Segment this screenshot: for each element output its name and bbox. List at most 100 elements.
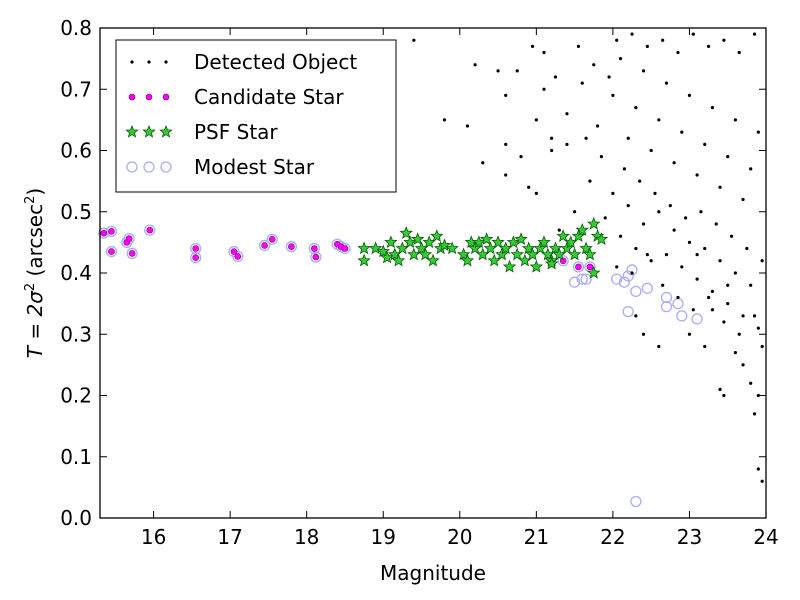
data-point <box>266 233 278 245</box>
data-point <box>357 253 371 267</box>
data-point <box>752 412 757 416</box>
data-point <box>657 118 661 122</box>
legend-marker <box>142 124 156 138</box>
legend-label: Modest Star <box>194 155 315 179</box>
data-point <box>550 148 554 153</box>
data-point <box>615 265 619 269</box>
data-point <box>504 142 508 146</box>
data-point <box>599 155 604 159</box>
data-point <box>125 235 133 242</box>
data-point <box>680 265 684 269</box>
data-point <box>556 229 570 242</box>
data-point <box>756 326 760 330</box>
data-point <box>568 276 581 288</box>
data-point <box>391 253 406 267</box>
data-point <box>515 69 519 73</box>
data-point <box>718 259 722 263</box>
data-point <box>618 57 623 61</box>
data-point <box>649 148 653 153</box>
data-point <box>710 106 715 110</box>
data-point <box>472 235 486 249</box>
data-point <box>726 283 730 287</box>
y-axis-title-sup2: 2 <box>23 196 38 204</box>
data-point <box>311 245 318 252</box>
x-tick-label: 24 <box>753 525 778 549</box>
data-point <box>760 344 764 349</box>
data-point <box>504 93 508 97</box>
series-psf-star <box>357 216 609 279</box>
data-point <box>426 253 440 267</box>
data-point <box>741 314 745 318</box>
data-point <box>741 363 745 367</box>
legend-marker <box>160 161 172 173</box>
data-point <box>630 271 634 275</box>
data-point <box>468 241 482 255</box>
data-point <box>587 216 601 230</box>
data-point <box>737 50 741 55</box>
data-point <box>638 179 642 183</box>
data-point <box>190 252 202 264</box>
legend-marker <box>159 124 173 138</box>
data-point <box>312 253 320 261</box>
y-tick-label: 0.6 <box>60 139 92 163</box>
data-point <box>749 167 753 171</box>
data-point <box>144 224 156 236</box>
data-point <box>752 32 757 36</box>
data-point <box>557 228 561 232</box>
data-point <box>575 223 590 236</box>
legend-marker <box>164 60 168 64</box>
data-point <box>514 232 528 246</box>
data-point <box>258 239 271 252</box>
y-axis-title: T = 2σ2 (arcsec2) <box>23 188 47 358</box>
data-point <box>741 197 745 202</box>
y-tick-label: 0.0 <box>60 506 92 530</box>
data-point <box>576 273 588 285</box>
data-point <box>722 38 726 42</box>
x-axis: 16 17 18 19 20 21 22 23 24 <box>141 28 779 549</box>
data-point <box>583 247 597 261</box>
plot-area <box>98 32 764 508</box>
legend-label: PSF Star <box>194 120 278 144</box>
data-point <box>745 246 749 251</box>
data-point <box>418 247 433 261</box>
legend-label: Candidate Star <box>194 85 344 109</box>
data-point <box>729 234 734 238</box>
data-point <box>664 81 669 85</box>
data-point <box>710 308 715 312</box>
x-tick-label: 16 <box>141 525 166 549</box>
x-tick-label: 20 <box>447 525 472 549</box>
data-point <box>519 155 523 159</box>
data-point <box>192 254 199 261</box>
data-point <box>506 235 521 249</box>
legend: Detected Object Candidate Star PSF Star Mod… <box>115 39 397 193</box>
legend-label: Detected Object <box>194 50 357 74</box>
legend-marker <box>128 93 136 101</box>
data-point <box>518 253 532 267</box>
data-point <box>634 106 638 110</box>
data-point <box>521 241 536 255</box>
data-point <box>571 229 586 242</box>
data-point <box>495 247 509 261</box>
data-point <box>718 185 722 189</box>
data-point <box>657 210 661 214</box>
data-point <box>622 270 634 282</box>
data-point <box>626 264 638 276</box>
legend-marker <box>147 60 151 64</box>
legend-marker <box>126 161 138 173</box>
data-point <box>533 241 547 255</box>
data-point <box>595 124 600 128</box>
data-point <box>592 63 596 67</box>
data-point <box>687 240 692 244</box>
data-point <box>733 118 737 122</box>
data-point <box>641 222 646 226</box>
y-tick-label: 0.7 <box>60 77 92 101</box>
data-point <box>573 210 577 214</box>
data-point <box>437 238 452 252</box>
data-point <box>341 245 349 252</box>
data-point <box>695 253 699 257</box>
data-point <box>676 50 680 55</box>
data-point <box>622 167 626 171</box>
x-axis-title: Magnitude <box>380 561 486 585</box>
data-point <box>695 277 699 281</box>
data-point <box>691 308 695 312</box>
